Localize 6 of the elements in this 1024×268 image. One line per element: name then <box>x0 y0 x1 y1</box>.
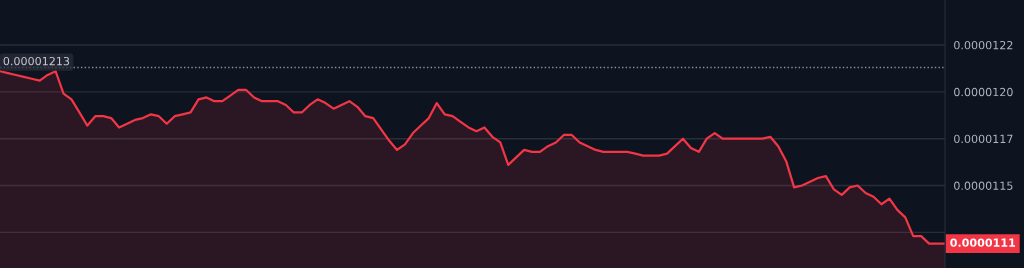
y-tick-label: 0.0000122 <box>954 40 1013 50</box>
text: 0.0000111 <box>950 238 1016 247</box>
y-tick-label: 0.0000115 <box>954 181 1013 190</box>
y-tick-label: 0.0000120 <box>954 87 1013 97</box>
ref-line-label: 0.00001213 <box>3 56 70 66</box>
y-tick-label: 0.0000117 <box>954 134 1013 144</box>
